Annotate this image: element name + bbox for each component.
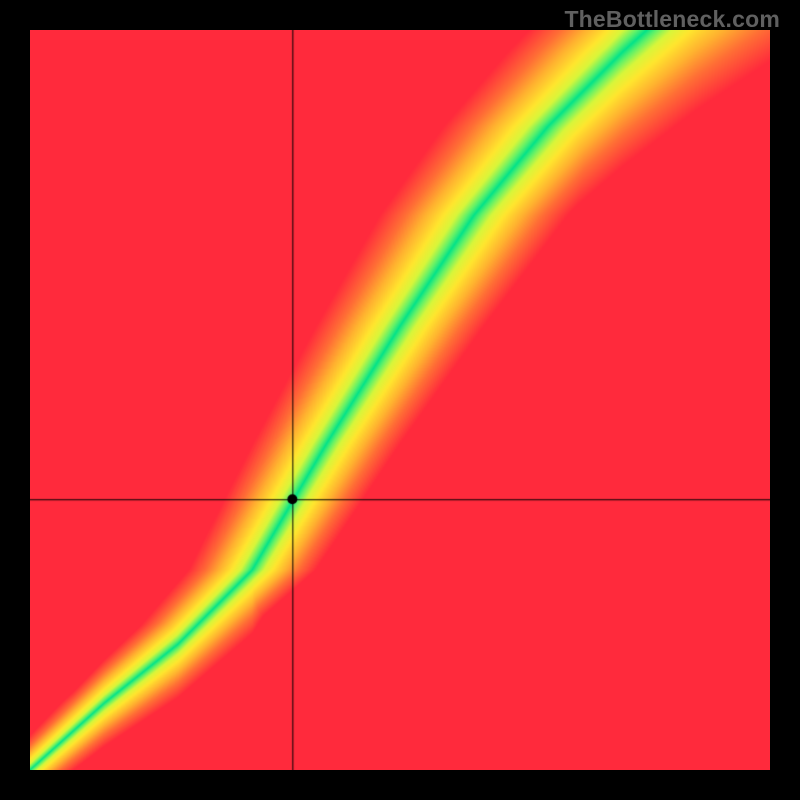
heatmap-canvas: [30, 30, 770, 770]
chart-container: TheBottleneck.com: [0, 0, 800, 800]
plot-area: [30, 30, 770, 770]
watermark-text: TheBottleneck.com: [564, 6, 780, 33]
